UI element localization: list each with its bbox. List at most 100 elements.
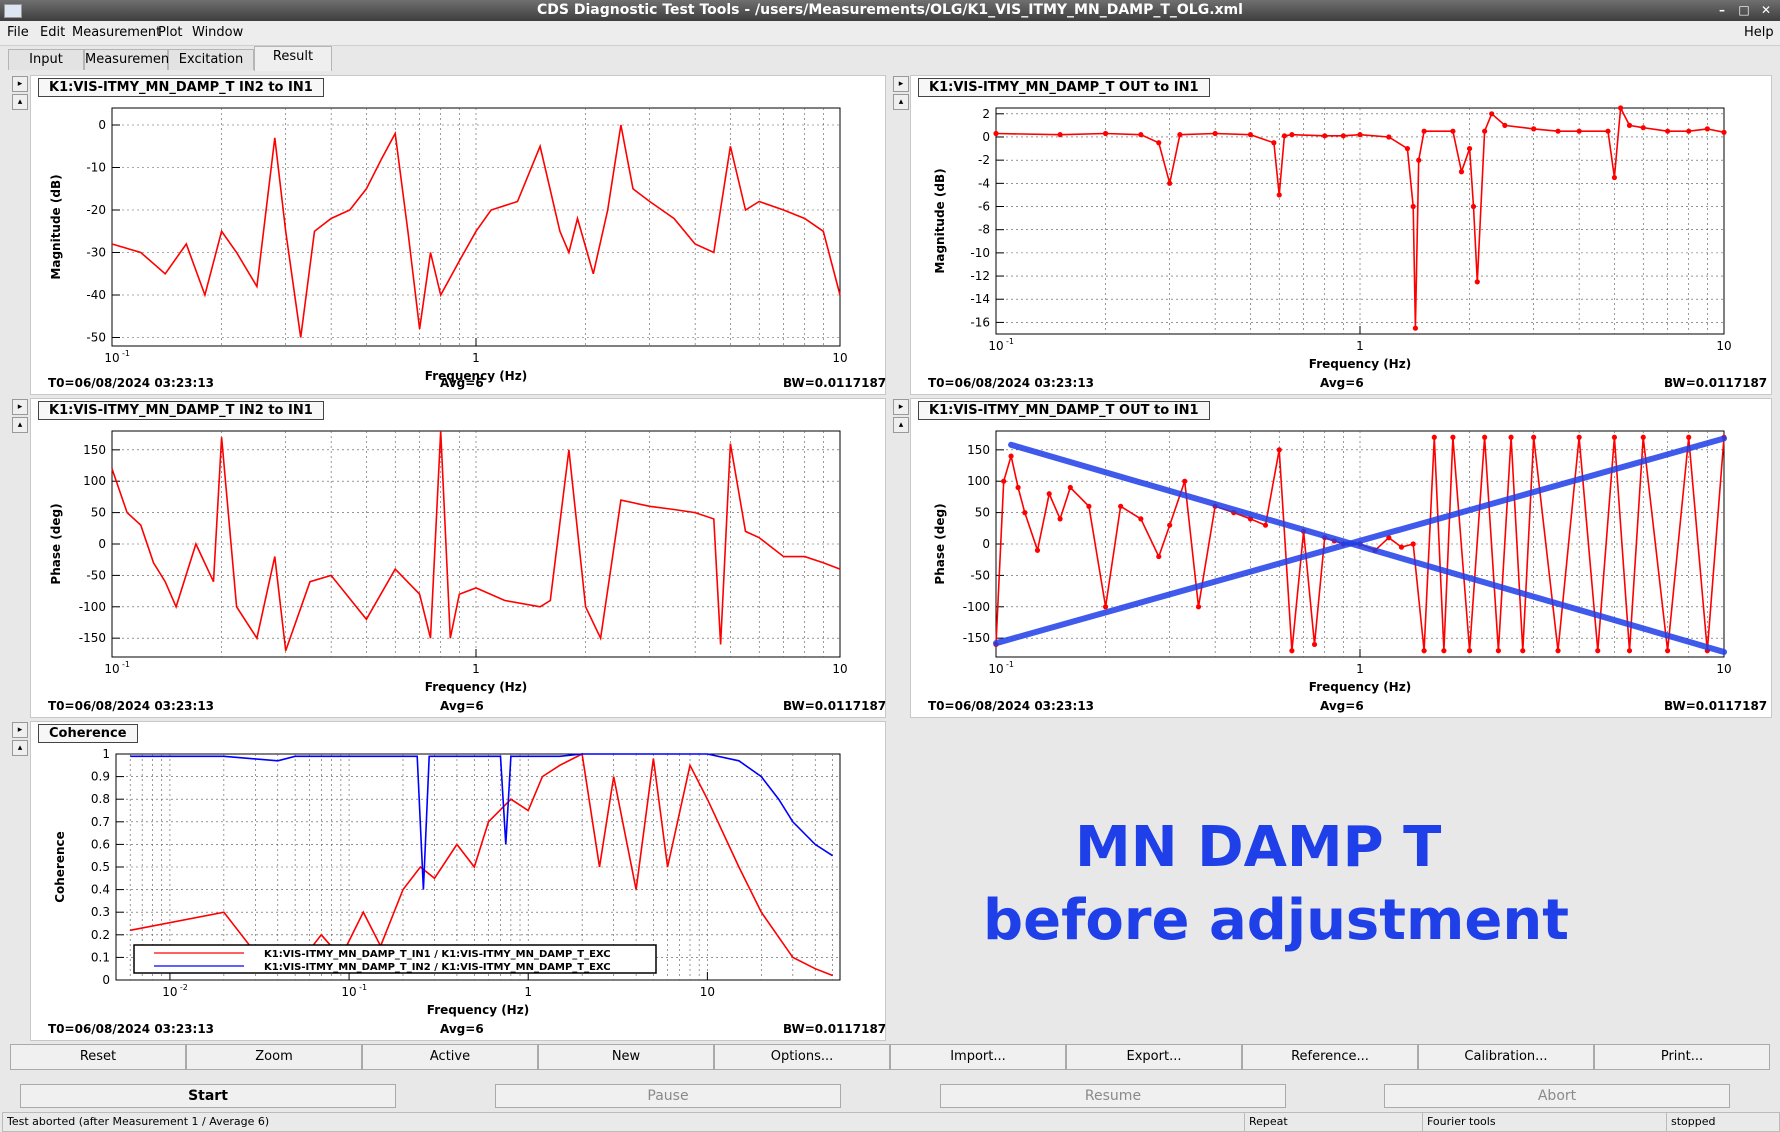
y-tick-label: 100 bbox=[967, 474, 990, 488]
annotation-subtitle: before adjustment bbox=[983, 888, 1570, 953]
x-tick-label: 1 bbox=[1356, 339, 1364, 353]
reference-button[interactable]: Reference... bbox=[1242, 1044, 1418, 1070]
window-title: CDS Diagnostic Test Tools - /users/Measu… bbox=[537, 2, 1243, 18]
data-point bbox=[1102, 604, 1109, 610]
pause-button[interactable]: Pause bbox=[495, 1084, 841, 1108]
y-tick-label: -50 bbox=[86, 331, 106, 345]
minimize-icon[interactable]: – bbox=[1719, 3, 1725, 17]
options-button[interactable]: Options... bbox=[714, 1044, 890, 1070]
menu-window[interactable]: Window bbox=[192, 25, 244, 40]
data-point bbox=[1474, 279, 1480, 285]
panel-scroll-up-icon[interactable]: ▴ bbox=[893, 94, 909, 110]
x-tick-label: 10 bbox=[1716, 662, 1731, 676]
data-point bbox=[1686, 128, 1692, 134]
import-button[interactable]: Import... bbox=[890, 1044, 1066, 1070]
y-axis-label: Magnitude (dB) bbox=[49, 174, 63, 279]
y-tick-label: 0.5 bbox=[91, 860, 110, 874]
tab-measurement[interactable]: Measurement bbox=[84, 49, 174, 70]
data-point bbox=[1640, 434, 1646, 440]
data-point bbox=[1410, 541, 1416, 547]
data-series-line bbox=[111, 430, 841, 651]
menu-help[interactable]: Help bbox=[1744, 25, 1774, 40]
window-menu-icon[interactable] bbox=[4, 4, 22, 18]
export-button[interactable]: Export... bbox=[1066, 1044, 1242, 1070]
plot-area bbox=[111, 107, 841, 347]
menu-edit[interactable]: Edit bbox=[40, 25, 66, 40]
maximize-icon[interactable]: □ bbox=[1738, 3, 1750, 17]
data-point bbox=[1102, 130, 1109, 137]
y-tick-label: -30 bbox=[86, 246, 106, 260]
data-point bbox=[1177, 132, 1183, 138]
y-tick-label: 0 bbox=[98, 537, 106, 551]
avg-label: Avg=6 bbox=[440, 1022, 484, 1036]
panel-scroll-up-icon[interactable]: ▴ bbox=[12, 417, 28, 433]
data-point bbox=[1276, 192, 1282, 198]
x-tick-label: 10 bbox=[832, 351, 847, 365]
x-axis-label: Frequency (Hz) bbox=[425, 680, 527, 694]
data-point bbox=[1156, 140, 1162, 146]
y-tick-label: 1 bbox=[102, 747, 110, 761]
new-button[interactable]: New bbox=[538, 1044, 714, 1070]
y-tick-label: -150 bbox=[79, 631, 106, 645]
data-point bbox=[1466, 145, 1473, 152]
tab-result[interactable]: Result bbox=[254, 46, 332, 71]
panel-scroll-right-icon[interactable]: ▸ bbox=[893, 399, 909, 415]
panel-scroll-right-icon[interactable]: ▸ bbox=[12, 76, 28, 92]
avg-label: Avg=6 bbox=[440, 376, 484, 390]
y-tick-label: 0 bbox=[102, 973, 110, 987]
tab-input[interactable]: Input bbox=[8, 49, 84, 70]
bw-label: BW=0.0117187 bbox=[1664, 376, 1768, 390]
x-tick-exponent: -1 bbox=[1006, 660, 1014, 669]
close-icon[interactable]: ✕ bbox=[1760, 3, 1772, 17]
panel-title: Coherence bbox=[38, 724, 138, 743]
x-tick-label: 1 bbox=[472, 662, 480, 676]
panel-scroll-right-icon[interactable]: ▸ bbox=[12, 722, 28, 738]
y-tick-label: -50 bbox=[970, 568, 990, 582]
resume-button[interactable]: Resume bbox=[940, 1084, 1286, 1108]
y-tick-label: 0.1 bbox=[91, 950, 110, 964]
calibration-button[interactable]: Calibration... bbox=[1418, 1044, 1594, 1070]
start-button[interactable]: Start bbox=[20, 1084, 396, 1108]
y-tick-label: -50 bbox=[86, 568, 106, 582]
data-point bbox=[993, 130, 999, 137]
plot-area bbox=[111, 430, 841, 658]
tab-excitation[interactable]: Excitation bbox=[168, 49, 254, 70]
panel-title: K1:VIS-ITMY_MN_DAMP_T IN2 to IN1 bbox=[38, 401, 324, 420]
data-point bbox=[1015, 484, 1021, 491]
data-point bbox=[1450, 434, 1456, 440]
menu-plot[interactable]: Plot bbox=[158, 25, 183, 40]
reset-button[interactable]: Reset bbox=[10, 1044, 186, 1070]
menu-file[interactable]: File bbox=[7, 25, 29, 40]
data-point bbox=[1531, 434, 1537, 440]
annotation-title: MN DAMP T bbox=[1075, 815, 1442, 880]
data-point bbox=[1046, 491, 1052, 497]
panel-scroll-up-icon[interactable]: ▴ bbox=[12, 94, 28, 110]
y-tick-label: 50 bbox=[91, 506, 106, 520]
y-axis-label: Phase (deg) bbox=[49, 503, 63, 584]
panel-scroll-right-icon[interactable]: ▸ bbox=[893, 76, 909, 92]
data-point bbox=[1138, 132, 1144, 138]
y-tick-label: 0.6 bbox=[91, 837, 110, 851]
data-point bbox=[1156, 553, 1162, 560]
y-tick-label: -40 bbox=[86, 288, 106, 302]
tab-bar: Input Measurement Excitation Result bbox=[0, 45, 1780, 73]
data-point bbox=[1595, 648, 1601, 654]
y-tick-label: -100 bbox=[963, 600, 990, 614]
data-point bbox=[1416, 157, 1422, 163]
panel-scroll-up-icon[interactable]: ▴ bbox=[893, 417, 909, 433]
active-button[interactable]: Active bbox=[362, 1044, 538, 1070]
y-tick-label: -4 bbox=[978, 176, 990, 190]
zoom-button[interactable]: Zoom bbox=[186, 1044, 362, 1070]
menu-measurement[interactable]: Measurement bbox=[72, 25, 162, 40]
data-point bbox=[1404, 145, 1411, 152]
print-button[interactable]: Print... bbox=[1594, 1044, 1770, 1070]
data-point bbox=[1271, 140, 1277, 146]
panel-scroll-right-icon[interactable]: ▸ bbox=[12, 399, 28, 415]
data-point bbox=[1611, 434, 1618, 440]
abort-button[interactable]: Abort bbox=[1384, 1084, 1730, 1108]
panel-scroll-up-icon[interactable]: ▴ bbox=[12, 740, 28, 756]
data-point bbox=[1458, 169, 1465, 175]
